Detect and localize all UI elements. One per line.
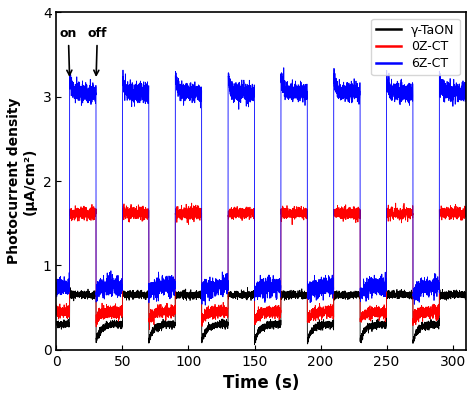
γ-TaON xyxy=(77,292,83,296)
Line: 0Z-CT: 0Z-CT xyxy=(56,203,466,330)
γ-TaON xyxy=(463,293,469,298)
γ-TaON xyxy=(63,324,68,328)
Legend: γ-TaON, 0Z-CT, 6Z-CT: γ-TaON, 0Z-CT, 6Z-CT xyxy=(371,19,459,75)
γ-TaON xyxy=(185,294,191,298)
X-axis label: Time (s): Time (s) xyxy=(223,374,299,392)
γ-TaON xyxy=(54,321,59,326)
Text: on: on xyxy=(60,27,77,75)
Line: γ-TaON: γ-TaON xyxy=(56,288,466,345)
0Z-CT xyxy=(151,311,156,316)
6Z-CT xyxy=(54,280,59,285)
6Z-CT xyxy=(202,303,208,308)
6Z-CT xyxy=(63,287,68,292)
6Z-CT xyxy=(355,98,361,103)
6Z-CT xyxy=(151,286,156,291)
Text: off: off xyxy=(88,27,107,75)
γ-TaON xyxy=(72,294,77,299)
0Z-CT xyxy=(463,212,469,217)
Y-axis label: Photocurrent density
(μA/cm²): Photocurrent density (μA/cm²) xyxy=(7,98,37,264)
6Z-CT xyxy=(463,95,469,100)
0Z-CT xyxy=(355,209,360,214)
γ-TaON xyxy=(245,285,250,290)
γ-TaON xyxy=(252,342,257,347)
γ-TaON xyxy=(151,329,156,334)
0Z-CT xyxy=(393,201,399,205)
Line: 6Z-CT: 6Z-CT xyxy=(56,68,466,305)
6Z-CT xyxy=(72,96,77,101)
0Z-CT xyxy=(54,311,59,316)
0Z-CT xyxy=(185,208,191,213)
6Z-CT xyxy=(281,65,287,70)
6Z-CT xyxy=(185,90,191,95)
γ-TaON xyxy=(355,294,361,299)
0Z-CT xyxy=(77,209,83,213)
0Z-CT xyxy=(147,327,153,332)
0Z-CT xyxy=(63,310,68,314)
6Z-CT xyxy=(77,87,83,92)
0Z-CT xyxy=(72,216,77,221)
